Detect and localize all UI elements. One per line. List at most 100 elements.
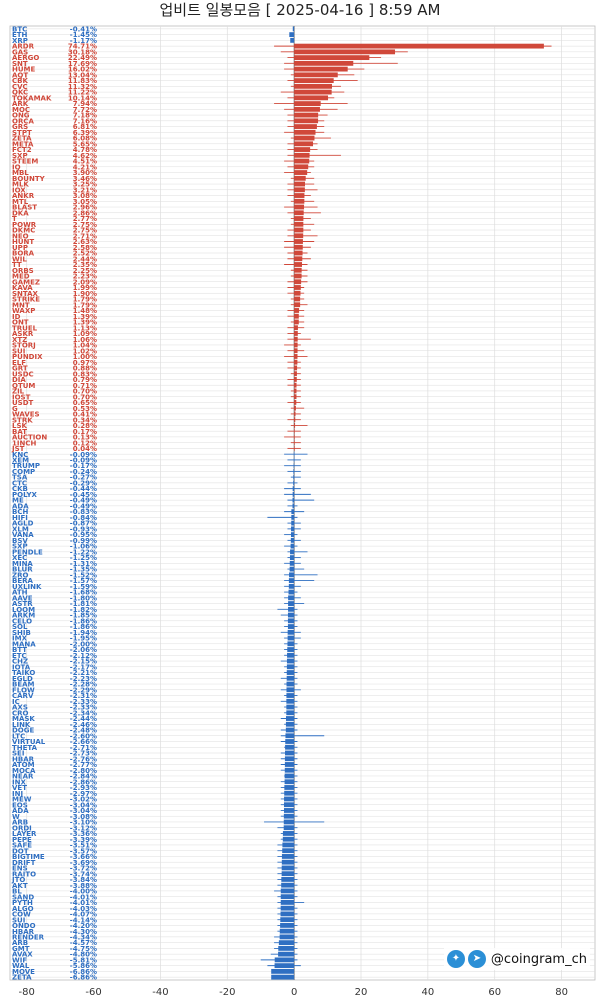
bar-g — [294, 405, 296, 411]
value-label: -1.95% — [70, 635, 97, 643]
value-label: 3.05% — [73, 198, 97, 206]
bar-neo — [294, 233, 304, 239]
bar-uxlink — [288, 583, 295, 589]
value-label: 4.62% — [73, 152, 97, 160]
coin-label: MOC — [12, 106, 30, 114]
value-label: 2.35% — [73, 261, 97, 269]
bar-inj — [284, 790, 295, 796]
value-label: 4.78% — [73, 146, 97, 154]
bar-fct2 — [294, 147, 311, 152]
bar-ctc — [293, 480, 295, 486]
bar-render — [279, 934, 295, 940]
coin-label: GAS — [12, 48, 28, 56]
coin-label: ARB — [12, 819, 28, 827]
coin-label: KAVA — [12, 284, 33, 292]
coin-label: MTL — [12, 198, 29, 206]
coin-label: RAITO — [12, 870, 36, 878]
value-label: -2.84% — [70, 773, 97, 781]
coin-label: RENDER — [12, 933, 45, 941]
value-label: 11.32% — [68, 83, 97, 91]
value-label: 1.04% — [73, 342, 97, 350]
bar-orbs — [294, 267, 302, 273]
value-label: -1.35% — [70, 566, 97, 574]
value-label: 6.39% — [73, 129, 97, 137]
bar-gas — [294, 49, 396, 55]
bar-grt — [294, 365, 298, 371]
coin-label: JST — [11, 445, 25, 453]
value-label: -2.33% — [70, 704, 97, 712]
coin-label: ARB — [12, 939, 28, 947]
bar-tokamak — [294, 95, 329, 101]
bar-sxp — [294, 152, 310, 158]
value-label: 16.02% — [68, 66, 97, 74]
bar-layer — [282, 831, 295, 836]
value-label: 3.90% — [73, 169, 97, 177]
value-label: 1.90% — [73, 290, 97, 298]
value-label: 0.71% — [73, 382, 97, 390]
coin-label: CHZ — [12, 658, 28, 666]
coin-label: ONDO — [12, 922, 36, 930]
bar-dka — [294, 210, 304, 216]
coin-label: ANKR — [12, 192, 35, 200]
value-label: -4.80% — [70, 951, 97, 959]
coin-label: AUCTION — [12, 434, 47, 442]
coin-label: TAIKO — [12, 669, 35, 677]
coin-label: DIA — [12, 376, 26, 384]
coin-label: JTO — [11, 876, 25, 884]
coin-label: LAYER — [12, 830, 37, 838]
coin-label: AKT — [12, 882, 28, 890]
value-label: 5.65% — [73, 140, 97, 148]
bar-imx — [287, 635, 295, 641]
value-label: -2.21% — [70, 669, 97, 677]
coin-label: EGLD — [12, 675, 33, 683]
bar-aqt — [294, 72, 338, 78]
coin-label: BORA — [12, 250, 35, 258]
bar-loom — [288, 606, 295, 612]
x-tick-label: -20 — [219, 987, 235, 998]
value-label: -2.71% — [70, 744, 97, 752]
bar-xrp — [290, 37, 295, 43]
coin-label: KNC — [12, 451, 28, 459]
bar-xlm — [291, 526, 295, 532]
coin-label: PEPE — [12, 836, 32, 844]
value-label: -2.15% — [70, 658, 97, 666]
value-label: 22.49% — [68, 54, 97, 62]
bar-wil — [294, 256, 303, 262]
coin-label: BEAM — [12, 681, 35, 689]
bar-hume — [294, 66, 348, 72]
value-label: -2.31% — [70, 692, 97, 700]
coin-label: LSK — [12, 422, 28, 430]
coin-label: SNT — [12, 60, 28, 68]
bar-usdc — [294, 371, 297, 377]
bar-sui — [280, 917, 295, 923]
coin-label: USDC — [12, 370, 34, 378]
bar-powr — [294, 221, 304, 227]
coin-label: SXP — [12, 152, 28, 160]
coin-label: SAFE — [12, 842, 32, 850]
brand-handle[interactable]: @coingram_ch — [490, 951, 587, 967]
twitter-icon[interactable]: ✦ — [446, 950, 465, 968]
coin-label: MED — [12, 273, 30, 281]
bar-hbar — [279, 928, 295, 934]
coin-label: WAVES — [12, 411, 40, 419]
bar-hbar — [284, 756, 295, 762]
coin-label: WAL — [12, 962, 30, 970]
bar-sntax — [294, 290, 301, 296]
coin-label: ETC — [12, 652, 27, 660]
bar-mbl — [294, 170, 308, 175]
value-label: 1.02% — [73, 347, 97, 355]
coin-label: UPP — [12, 244, 28, 252]
bar-pendle — [290, 549, 295, 555]
value-label: -0.24% — [70, 468, 97, 476]
bar-sxp — [290, 543, 295, 549]
bar-jst — [294, 445, 295, 451]
coin-label: XTZ — [12, 336, 27, 344]
telegram-icon[interactable]: ➤ — [467, 950, 486, 968]
bar-kava — [294, 285, 301, 290]
bar-auction — [294, 434, 295, 440]
coin-label: SNTAX — [12, 290, 39, 298]
coin-label: SHIB — [12, 629, 31, 637]
bar-near — [284, 773, 295, 779]
value-label: -3.39% — [70, 836, 97, 844]
coin-label: BCH — [12, 508, 28, 516]
